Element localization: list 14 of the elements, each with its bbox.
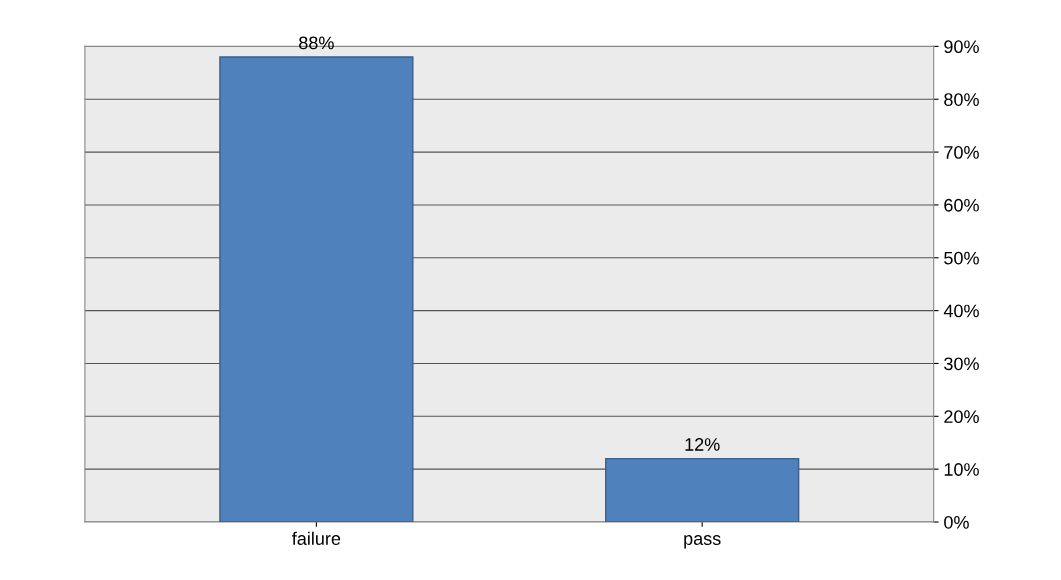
y-tick-label: 90% xyxy=(944,40,979,54)
y-tick-label: 40% xyxy=(943,304,979,318)
y-tick-label: 60% xyxy=(944,198,979,212)
y-tick-label: 80% xyxy=(944,93,979,106)
y-tick-label: 30% xyxy=(944,357,979,371)
y-tick-label: 10% xyxy=(944,463,979,476)
y-tick-label: 70% xyxy=(944,146,979,159)
y-tick-label: 0% xyxy=(944,515,969,529)
y-tick-label: 50% xyxy=(944,251,979,265)
data-label: 88% xyxy=(299,36,334,50)
y-tick-label: 20% xyxy=(944,410,979,424)
data-label: 12% xyxy=(685,438,720,451)
x-tick-label: pass xyxy=(684,535,721,549)
x-tick-label: failure xyxy=(292,531,341,545)
